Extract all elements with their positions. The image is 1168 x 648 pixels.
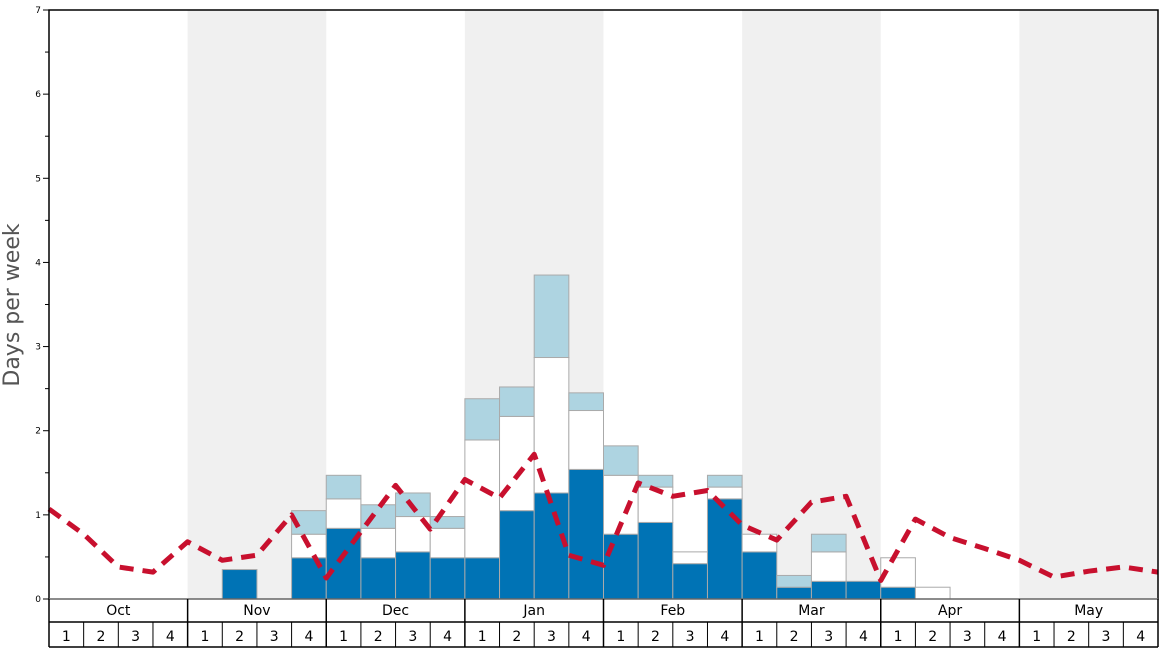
week-label: 3 [686,629,695,645]
bar-segment [568,468,604,600]
month-label: Dec [382,603,409,619]
bar-segment [672,563,708,600]
week-label: 3 [547,629,556,645]
bar-segment [810,551,847,582]
y-tick-label: 6 [35,90,41,100]
bar-segment [706,474,743,488]
month-band [187,10,327,599]
bar-segment [637,474,674,488]
bar-segment [533,274,570,359]
y-axis-label: Days per week [0,223,25,386]
week-label: 1 [616,629,625,645]
bar-segment [568,410,604,470]
y-tick-label: 5 [35,174,41,184]
bar-segment [499,386,535,417]
week-label: 4 [443,629,452,645]
week-label: 1 [478,629,487,645]
bar-segment [499,510,535,600]
week-label: 1 [894,629,903,645]
bar-segment [429,527,466,559]
month-label: Feb [660,603,685,619]
week-label: 1 [755,629,764,645]
y-tick-label: 0 [35,595,41,605]
bar-segment [464,398,501,441]
bar-segment [568,392,604,412]
bar-segment [325,498,362,529]
week-label: 2 [651,629,660,645]
week-label: 2 [97,629,106,645]
bar-segment [637,486,674,523]
x-axis: Oct 1 2 3 4 Nov 1 2 3 4 Dec 1 2 3 4 Jan 1 2 3 4 Feb 1 2 3 4 Mar 1 2… [48,599,1159,648]
week-label: 3 [824,629,833,645]
week-label: 2 [928,629,937,645]
y-tick-label: 2 [35,427,41,437]
y-axis: 0 1 2 3 4 5 6 7 [35,6,49,605]
week-label: 1 [200,629,209,645]
month-label: Jan [522,603,545,619]
bar-segment [741,551,778,600]
week-label: 3 [408,629,417,645]
month-label: Nov [243,603,270,619]
week-label: 4 [720,629,729,645]
y-tick-label: 3 [35,343,41,353]
bar-segment [810,533,847,553]
week-label: 4 [582,629,591,645]
week-label: 3 [270,629,279,645]
week-label: 4 [859,629,868,645]
week-label: 4 [998,629,1007,645]
bar-segment [672,551,708,565]
bar-segment [880,586,916,600]
bar-segment [776,574,812,588]
week-label: 4 [166,629,175,645]
bar-segment [706,486,743,500]
week-label: 3 [131,629,140,645]
week-label: 4 [304,629,313,645]
month-label: Mar [798,603,825,619]
bar-segment [464,439,501,559]
week-label: 2 [790,629,799,645]
bar-segment [845,580,882,600]
y-tick-label: 4 [35,258,41,268]
y-tick-label: 1 [35,511,41,521]
bar-segment [603,533,639,600]
month-label: May [1074,603,1103,619]
week-label: 3 [1102,629,1111,645]
bar-segment [499,415,535,512]
month-band [1019,10,1158,599]
bar-segment [325,474,362,500]
bar-segment [395,551,431,600]
bar-segment [637,521,674,600]
bar-segment [360,527,397,559]
week-label: 1 [62,629,71,645]
week-label: 2 [512,629,521,645]
week-label: 1 [339,629,348,645]
month-band [742,10,881,599]
bar-segment [429,557,466,600]
bar-segment [706,498,743,600]
week-label: 4 [1136,629,1145,645]
week-label: 3 [963,629,972,645]
bar-segment [914,586,951,600]
bar-segment [810,580,847,600]
month-label: Apr [938,603,962,619]
trend-line-group [47,451,1159,583]
bar-segment [464,557,501,600]
trend-line [47,451,1159,583]
week-label: 1 [1032,629,1041,645]
bar-segment [776,586,812,600]
week-label: 2 [235,629,244,645]
week-label: 2 [374,629,383,645]
bar-segment [603,445,639,476]
bar-segment [221,569,258,600]
bar-segment [360,557,397,600]
y-tick-label: 7 [35,6,41,16]
week-label: 2 [1067,629,1076,645]
month-label: Oct [106,603,131,619]
